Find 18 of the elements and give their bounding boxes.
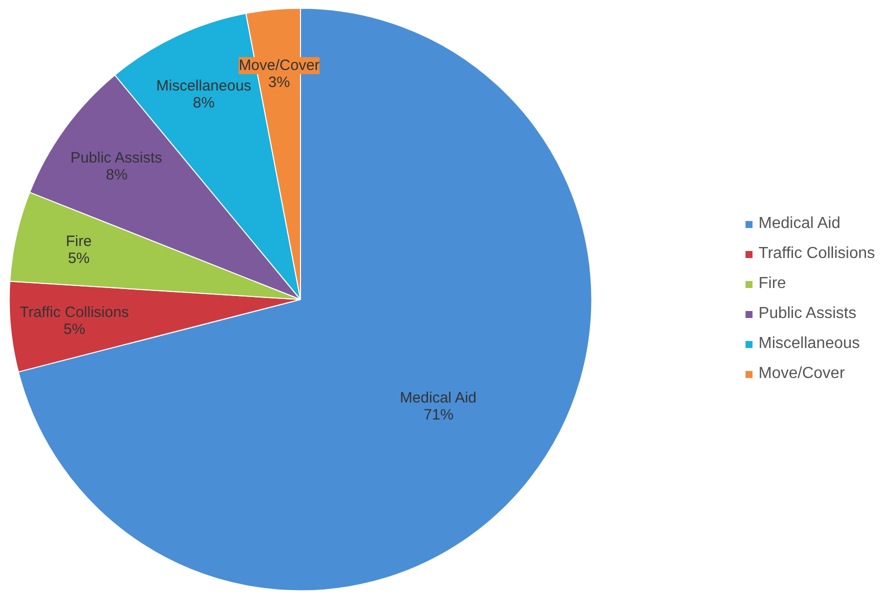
slice-label: Medical Aid bbox=[400, 389, 477, 406]
slice-label: Move/Cover bbox=[238, 57, 320, 74]
legend-label: Public Assists bbox=[758, 305, 856, 323]
data-label: 71% bbox=[424, 406, 454, 424]
data-label: 3% bbox=[268, 74, 290, 92]
data-label: 5% bbox=[68, 250, 90, 268]
slice-label: Fire bbox=[66, 233, 92, 250]
slice-label: Public Assists bbox=[70, 149, 162, 166]
data-label: 5% bbox=[63, 320, 86, 338]
legend-label: Medical Aid bbox=[758, 215, 840, 233]
data-label: 8% bbox=[106, 166, 128, 184]
data-label: 8% bbox=[192, 94, 215, 112]
legend-label: Move/Cover bbox=[758, 365, 845, 383]
legend-label: Traffic Collisions bbox=[758, 245, 875, 263]
legend-label: Miscellaneous bbox=[758, 335, 860, 353]
legend-label: Fire bbox=[758, 275, 786, 293]
slice-label: Traffic Collisions bbox=[20, 304, 129, 321]
slice-label: Miscellaneous bbox=[156, 78, 252, 95]
